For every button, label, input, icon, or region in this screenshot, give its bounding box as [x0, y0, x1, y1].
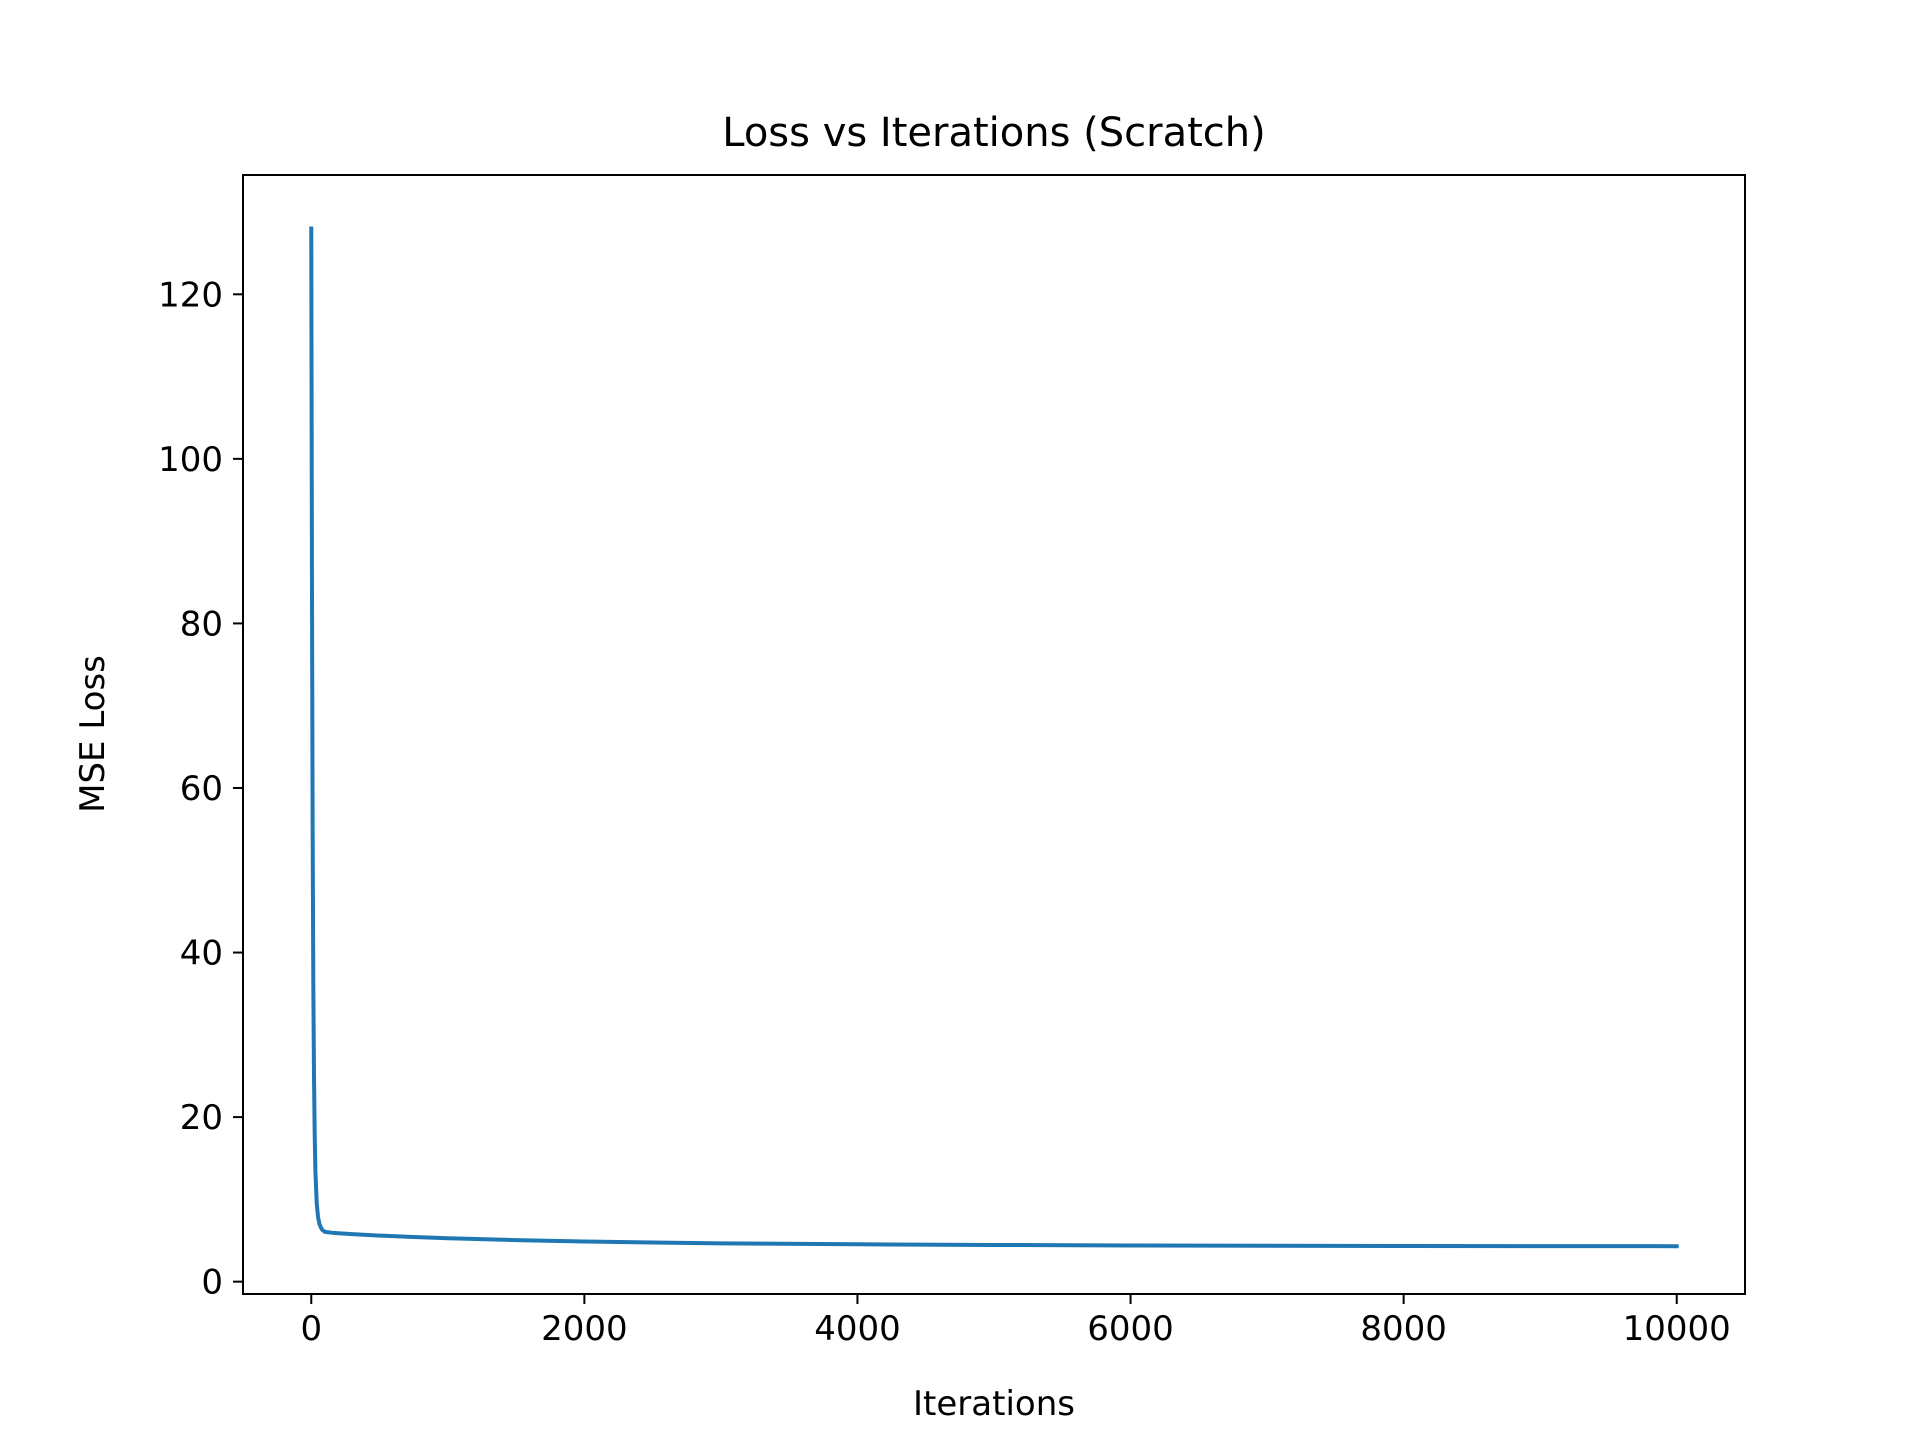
y-axis: 0 20 40 60 80 100 120 [158, 275, 243, 1303]
x-tick-label: 10000 [1623, 1309, 1731, 1349]
y-tick-label: 120 [158, 275, 223, 315]
x-tick-label: 0 [300, 1309, 322, 1349]
x-tick-label: 6000 [1087, 1309, 1174, 1349]
loss-series-line [309, 226, 1679, 1249]
y-tick-label: 80 [180, 604, 223, 644]
plot-frame [242, 174, 1746, 1295]
x-axis: 0 2000 4000 6000 8000 10000 [300, 1294, 1731, 1349]
y-axis-label: MSE Loss [73, 655, 113, 813]
x-tick-label: 8000 [1360, 1309, 1447, 1349]
y-tick-label: 20 [180, 1098, 223, 1138]
x-tick-label: 4000 [814, 1309, 901, 1349]
y-tick-label: 100 [158, 440, 223, 480]
x-axis-label: Iterations [913, 1384, 1075, 1424]
chart-title: Loss vs Iterations (Scratch) [722, 110, 1265, 156]
x-tick-label: 2000 [541, 1309, 628, 1349]
y-tick-label: 0 [201, 1263, 223, 1303]
y-tick-label: 40 [180, 934, 223, 974]
plot-area [309, 226, 1679, 1249]
y-tick-label: 60 [180, 769, 223, 809]
